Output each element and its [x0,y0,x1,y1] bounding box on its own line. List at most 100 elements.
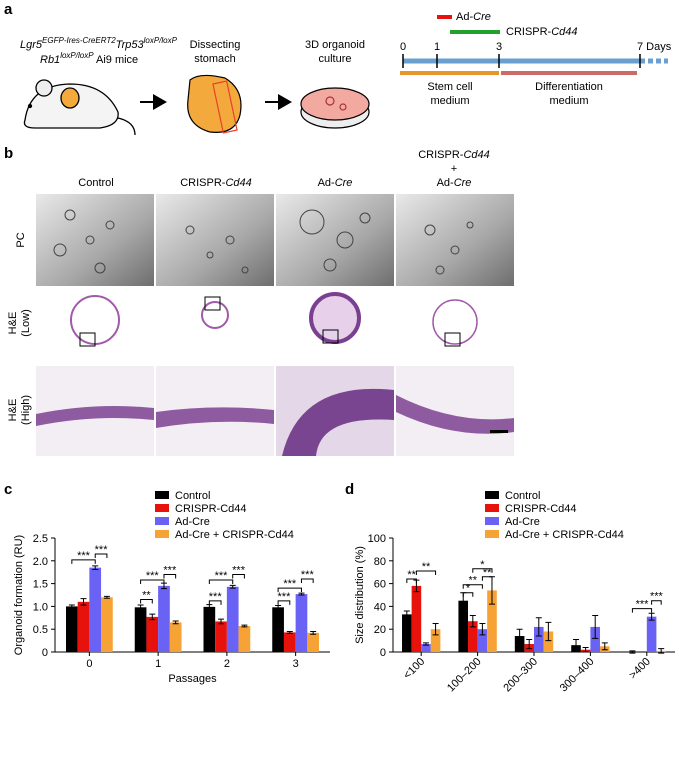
error-bar [658,648,665,654]
text: Cd44 [225,177,251,189]
text: Lgr5 [20,39,43,51]
error-bar [229,584,236,589]
bar [468,621,478,652]
significance-bracket [631,608,653,613]
significance-bracket [163,573,177,579]
medium-label: Stem cell [427,81,472,93]
bar [458,600,469,652]
error-bar [149,613,156,621]
error-bar [137,604,144,611]
panel-label: a [4,1,13,18]
legend-swatch [485,504,499,512]
error-bar [516,628,523,644]
y-tick-label: 60 [374,579,386,591]
error-bar [68,604,75,609]
bar [590,626,600,652]
error-bar [582,646,589,653]
text: Ad- [437,177,454,189]
error-bar [172,620,179,625]
x-tick-label: 2 [224,658,230,670]
y-tick-label: 20 [374,624,386,636]
x-tick-label: 1 [155,658,161,670]
row-label: (Low) [20,309,32,337]
error-bar [103,595,110,599]
legend-swatch [155,504,169,512]
bar [215,621,227,652]
significance-label: *** [163,564,177,576]
y-tick-label: 40 [374,601,386,613]
significance-label: *** [209,591,223,603]
error-bar [218,618,225,625]
bar [169,622,182,652]
significance-label: * [480,559,485,571]
legend-label: CRISPR-Cd44 [175,503,247,515]
error-bar [601,642,608,651]
significance-bracket [462,592,474,597]
column-label: CRISPR-Cd44 [180,177,252,189]
panel-label: c [4,481,12,498]
bar [226,586,239,652]
bar [421,644,431,652]
significance-label: *** [146,570,160,582]
error-bar [298,592,305,596]
y-tick-label: 1.0 [33,601,48,613]
step-label: Dissecting [190,39,241,51]
text: CRISPR- [418,149,464,161]
column-label: Ad-Cre [437,177,472,189]
error-bar [80,598,87,606]
significance-label: *** [283,578,297,590]
text: CRISPR- [506,26,552,38]
text: Cd44 [463,149,489,161]
step-label: stomach [194,53,236,65]
significance-bracket [208,579,234,584]
x-tick-label: 300–400 [558,656,597,695]
significance-bracket [481,576,493,581]
timeline: Ad-Cre CRISPR-Cd44 0 1 3 7 Days Stem cel… [400,11,672,107]
significance-bracket [300,578,314,584]
significance-bracket [415,570,437,576]
mouse-label: Lgr5EGFP-Ires-CreERT2Trp53loxP/loxP [20,36,178,51]
error-bar [422,642,429,646]
bar [646,616,657,652]
bar [272,607,284,652]
legend-label: Ad-Cre [505,516,540,528]
bar [66,606,78,652]
bar [307,632,319,652]
error-bar [545,621,552,642]
bar [146,616,159,652]
y-tick-label: 100 [368,533,386,545]
error-bar [241,624,248,628]
text: CRISPR- [180,177,226,189]
significance-label: ** [407,569,416,581]
text: Cre [454,177,472,189]
legend-label: Control [505,490,540,502]
x-axis-label: Passages [168,673,217,685]
significance-bracket [232,573,245,579]
x-tick-label: <100 [401,656,427,682]
x-tick-label: >400 [627,656,653,682]
column-label: Control [78,177,113,189]
error-bar [592,615,599,639]
legend-label: Ad-Cre + CRISPR-Cd44 [505,529,624,541]
significance-label: *** [232,564,246,576]
stomach-icon [187,74,242,134]
error-bar [479,623,486,636]
legend-swatch [155,530,169,538]
y-tick-label: 2.0 [33,556,48,568]
text: Ai9 mice [94,54,139,66]
medium-label: medium [549,95,588,107]
bar [203,606,216,652]
column-label: + [451,163,457,175]
text: loxP/loxP [60,51,94,60]
significance-bracket [208,600,222,605]
error-bar [648,612,655,621]
x-tick-label: 0 [86,658,92,670]
text: Ad- [318,177,335,189]
error-bar [469,615,476,628]
bar [295,594,308,652]
error-bar [573,638,580,652]
bar [430,629,441,652]
bar [514,636,525,652]
significance-label: *** [95,544,109,556]
